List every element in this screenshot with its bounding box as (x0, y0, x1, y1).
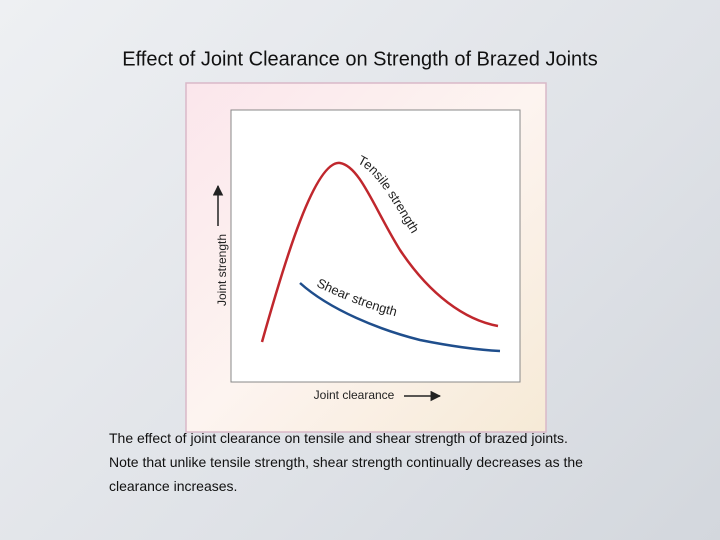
caption-line: The effect of joint clearance on tensile… (109, 430, 568, 446)
plot-area (230, 109, 521, 383)
slide-title: Effect of Joint Clearance on Strength of… (122, 48, 597, 70)
caption-line: clearance increases. (109, 478, 237, 494)
caption-line: Note that unlike tensile strength, shear… (109, 454, 583, 470)
x-axis-label: Joint clearance (314, 388, 395, 402)
shear-curve (299, 282, 501, 353)
y-axis-label: Joint strength (215, 234, 229, 306)
tensile-curve (260, 161, 499, 343)
